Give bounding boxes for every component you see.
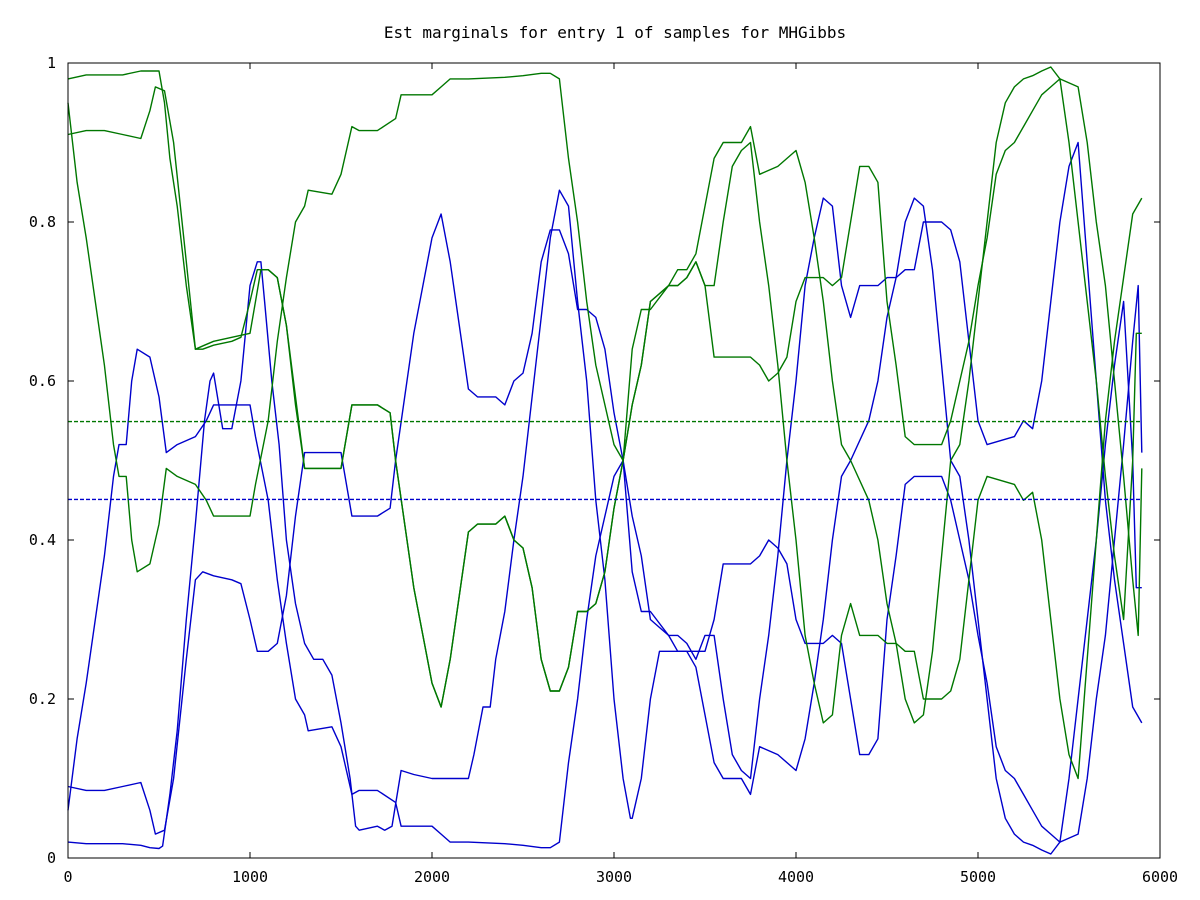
series-line-blue-3: [67, 189, 1142, 850]
series-line-green-6: [67, 72, 1143, 780]
y-tick-label: 0.8: [29, 213, 56, 231]
x-tick-label: 3000: [596, 868, 632, 886]
plot-frame: [67, 62, 1161, 859]
plot-series-group: [67, 66, 1143, 855]
series-line-blue-2: [67, 197, 1143, 855]
axes-group: 0 1000 2000 3000 4000 5000 6000 0 0.2 0.4 0.6 0.8 1: [29, 54, 1178, 886]
y-tick-label: 0.4: [29, 531, 56, 549]
x-tick-label: 5000: [960, 868, 996, 886]
x-tick-label: 0: [63, 868, 72, 886]
y-tick-label: 0.6: [29, 372, 56, 390]
x-tick-label: 1000: [232, 868, 268, 886]
y-tick-label: 0: [47, 849, 56, 867]
y-tick-label: 0.2: [29, 690, 56, 708]
series-line-green-5: [67, 78, 1142, 708]
series-line-blue-1: [67, 141, 1143, 849]
chart-title: Est marginals for entry 1 of samples for…: [384, 23, 846, 42]
x-tick-label: 4000: [778, 868, 814, 886]
x-tick-label: 2000: [414, 868, 450, 886]
x-tick-label: 6000: [1142, 868, 1178, 886]
y-tick-label: 1: [47, 54, 56, 72]
